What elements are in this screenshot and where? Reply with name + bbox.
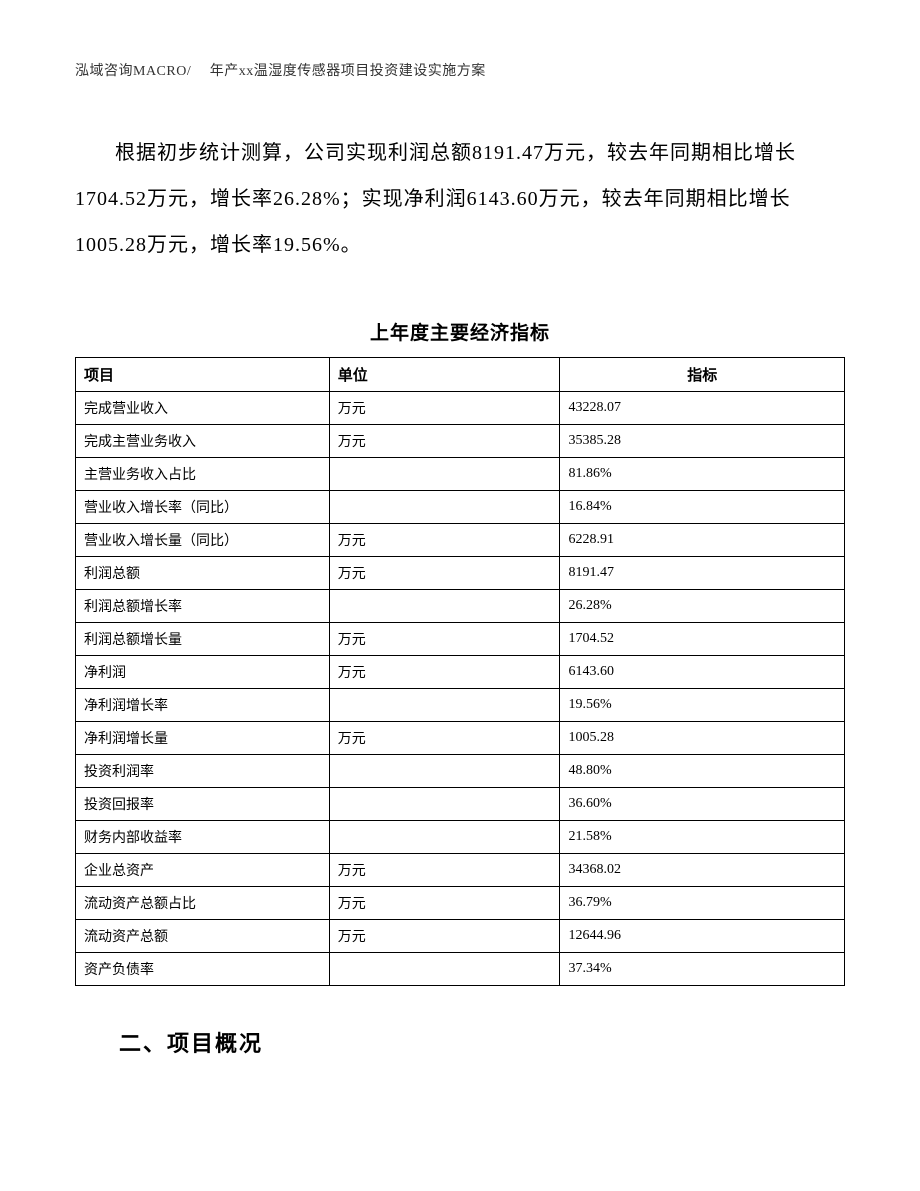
cell-item: 营业收入增长量（同比） [76,524,330,557]
cell-unit [329,458,560,491]
cell-value: 35385.28 [560,425,845,458]
cell-unit [329,821,560,854]
cell-value: 36.60% [560,788,845,821]
table-row: 完成营业收入万元43228.07 [76,392,845,425]
cell-value: 81.86% [560,458,845,491]
table-row: 财务内部收益率 21.58% [76,821,845,854]
cell-unit [329,755,560,788]
cell-unit [329,788,560,821]
cell-value: 6228.91 [560,524,845,557]
cell-unit [329,689,560,722]
cell-value: 34368.02 [560,854,845,887]
cell-item: 主营业务收入占比 [76,458,330,491]
cell-unit: 万元 [329,656,560,689]
table-row: 利润总额增长量万元1704.52 [76,623,845,656]
summary-paragraph: 根据初步统计测算，公司实现利润总额8191.47万元，较去年同期相比增长1704… [75,130,845,268]
table-row: 利润总额增长率 26.28% [76,590,845,623]
table-row: 净利润增长率 19.56% [76,689,845,722]
table-row: 投资回报率 36.60% [76,788,845,821]
economic-indicators-table: 项目 单位 指标 完成营业收入万元43228.07完成主营业务收入万元35385… [75,357,845,986]
cell-value: 19.56% [560,689,845,722]
cell-item: 资产负债率 [76,953,330,986]
cell-item: 利润总额 [76,557,330,590]
cell-value: 36.79% [560,887,845,920]
table-row: 利润总额万元8191.47 [76,557,845,590]
table-row: 营业收入增长量（同比）万元6228.91 [76,524,845,557]
cell-value: 21.58% [560,821,845,854]
cell-unit: 万元 [329,392,560,425]
cell-value: 26.28% [560,590,845,623]
cell-item: 财务内部收益率 [76,821,330,854]
table-row: 完成主营业务收入万元35385.28 [76,425,845,458]
cell-item: 利润总额增长率 [76,590,330,623]
cell-value: 1704.52 [560,623,845,656]
cell-value: 37.34% [560,953,845,986]
cell-item: 企业总资产 [76,854,330,887]
cell-unit: 万元 [329,854,560,887]
table-row: 企业总资产万元34368.02 [76,854,845,887]
cell-unit: 万元 [329,722,560,755]
page-header: 泓域咨询MACRO/ 年产xx温湿度传感器项目投资建设实施方案 [75,60,845,80]
table-row: 净利润万元6143.60 [76,656,845,689]
cell-item: 投资回报率 [76,788,330,821]
cell-value: 8191.47 [560,557,845,590]
table-row: 资产负债率 37.34% [76,953,845,986]
table-row: 流动资产总额占比万元36.79% [76,887,845,920]
section-heading: 二、项目概况 [75,1026,845,1058]
cell-value: 16.84% [560,491,845,524]
table-header-row: 项目 单位 指标 [76,358,845,392]
cell-item: 净利润增长率 [76,689,330,722]
cell-item: 净利润增长量 [76,722,330,755]
table-row: 营业收入增长率（同比） 16.84% [76,491,845,524]
cell-value: 6143.60 [560,656,845,689]
cell-value: 1005.28 [560,722,845,755]
cell-item: 净利润 [76,656,330,689]
cell-item: 利润总额增长量 [76,623,330,656]
cell-value: 12644.96 [560,920,845,953]
cell-value: 43228.07 [560,392,845,425]
cell-unit [329,491,560,524]
cell-item: 流动资产总额占比 [76,887,330,920]
cell-unit: 万元 [329,623,560,656]
table-row: 净利润增长量万元1005.28 [76,722,845,755]
table-title: 上年度主要经济指标 [75,318,845,345]
cell-unit: 万元 [329,425,560,458]
cell-item: 流动资产总额 [76,920,330,953]
cell-item: 完成营业收入 [76,392,330,425]
cell-value: 48.80% [560,755,845,788]
cell-unit: 万元 [329,524,560,557]
table-row: 主营业务收入占比 81.86% [76,458,845,491]
cell-item: 投资利润率 [76,755,330,788]
cell-unit: 万元 [329,920,560,953]
cell-unit: 万元 [329,887,560,920]
table-row: 流动资产总额万元12644.96 [76,920,845,953]
cell-item: 完成主营业务收入 [76,425,330,458]
table-row: 投资利润率 48.80% [76,755,845,788]
cell-unit: 万元 [329,557,560,590]
col-header-value: 指标 [560,358,845,392]
cell-unit [329,953,560,986]
col-header-unit: 单位 [329,358,560,392]
cell-unit [329,590,560,623]
cell-item: 营业收入增长率（同比） [76,491,330,524]
col-header-item: 项目 [76,358,330,392]
